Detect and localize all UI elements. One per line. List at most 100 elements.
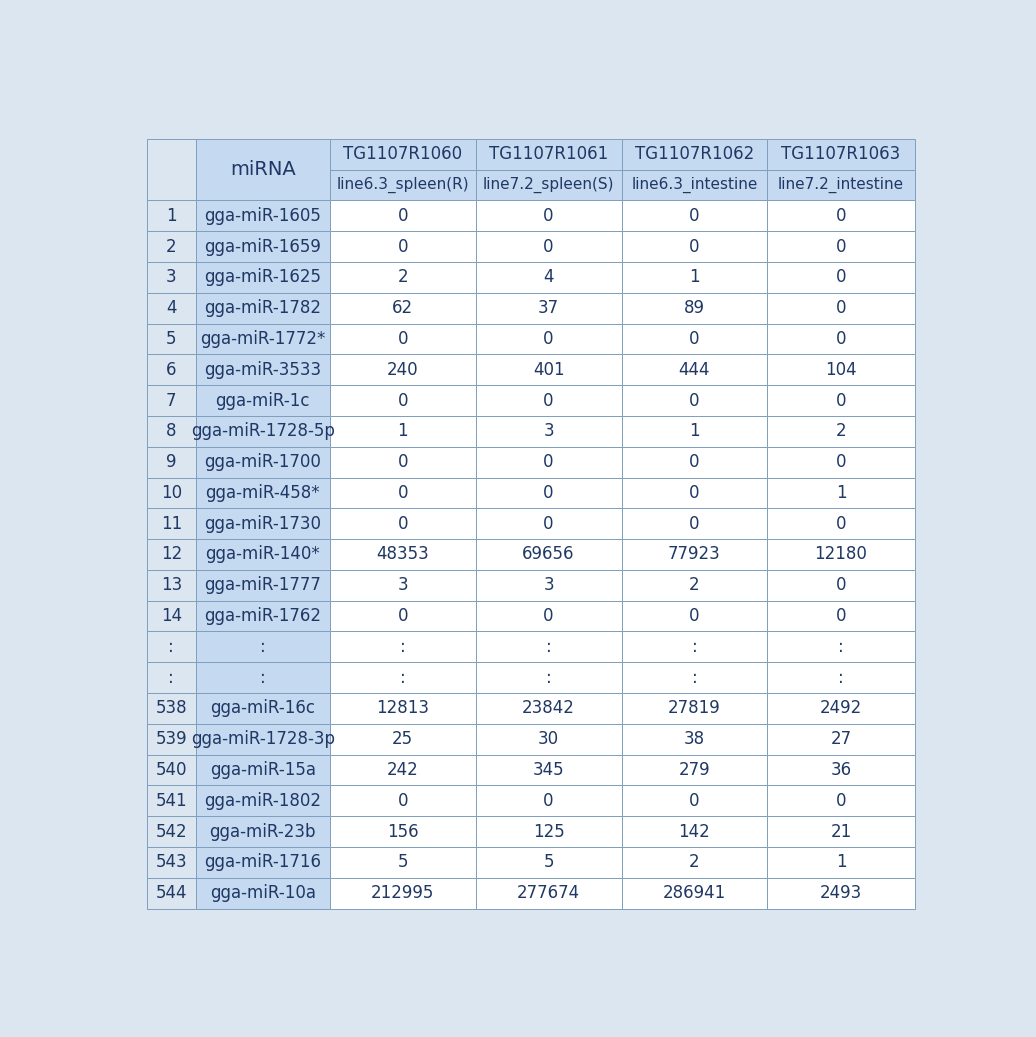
- Bar: [476, 539, 622, 570]
- Bar: [622, 847, 768, 877]
- Bar: [147, 785, 196, 816]
- Bar: [622, 755, 768, 785]
- Bar: [329, 632, 476, 663]
- Bar: [476, 139, 622, 170]
- Bar: [768, 724, 915, 755]
- Bar: [196, 663, 329, 693]
- Text: 539: 539: [155, 730, 188, 749]
- Bar: [476, 755, 622, 785]
- Bar: [476, 262, 622, 292]
- Text: 62: 62: [393, 299, 413, 317]
- Bar: [476, 724, 622, 755]
- Bar: [329, 755, 476, 785]
- Text: :: :: [546, 669, 551, 686]
- Bar: [329, 847, 476, 877]
- Text: 0: 0: [836, 206, 846, 225]
- Text: :: :: [692, 638, 697, 655]
- Bar: [196, 385, 329, 416]
- Bar: [768, 755, 915, 785]
- Text: 0: 0: [836, 607, 846, 625]
- Bar: [768, 847, 915, 877]
- Text: 14: 14: [161, 607, 182, 625]
- Bar: [476, 816, 622, 847]
- Bar: [196, 877, 329, 908]
- Bar: [147, 693, 196, 724]
- Bar: [329, 262, 476, 292]
- Bar: [196, 600, 329, 632]
- Text: 142: 142: [679, 822, 711, 841]
- Text: 21: 21: [831, 822, 852, 841]
- Text: :: :: [169, 669, 174, 686]
- Bar: [622, 663, 768, 693]
- Text: 1: 1: [836, 853, 846, 871]
- Bar: [147, 262, 196, 292]
- Bar: [622, 600, 768, 632]
- Bar: [622, 262, 768, 292]
- Bar: [329, 877, 476, 908]
- Text: 0: 0: [836, 514, 846, 533]
- Text: 30: 30: [538, 730, 559, 749]
- Bar: [329, 477, 476, 508]
- Bar: [147, 570, 196, 600]
- Bar: [329, 385, 476, 416]
- Bar: [622, 693, 768, 724]
- Text: 13: 13: [161, 577, 182, 594]
- Text: 2: 2: [689, 577, 699, 594]
- Bar: [196, 139, 329, 200]
- Text: 48353: 48353: [376, 545, 429, 563]
- Text: 279: 279: [679, 761, 711, 779]
- Bar: [768, 693, 915, 724]
- Bar: [147, 877, 196, 908]
- Text: gga-miR-23b: gga-miR-23b: [209, 822, 316, 841]
- Bar: [622, 508, 768, 539]
- Text: line7.2_intestine: line7.2_intestine: [778, 177, 904, 193]
- Bar: [476, 355, 622, 385]
- Text: 27819: 27819: [668, 699, 721, 718]
- Text: 4: 4: [543, 269, 554, 286]
- Bar: [196, 447, 329, 477]
- Text: 0: 0: [836, 392, 846, 410]
- Bar: [622, 355, 768, 385]
- Bar: [476, 663, 622, 693]
- Bar: [622, 385, 768, 416]
- Bar: [196, 292, 329, 324]
- Text: gga-miR-16c: gga-miR-16c: [210, 699, 315, 718]
- Text: 0: 0: [689, 453, 699, 471]
- Bar: [768, 200, 915, 231]
- Bar: [476, 847, 622, 877]
- Bar: [196, 477, 329, 508]
- Text: gga-miR-1772*: gga-miR-1772*: [200, 330, 325, 348]
- Text: 0: 0: [398, 607, 408, 625]
- Bar: [329, 693, 476, 724]
- Text: 401: 401: [533, 361, 565, 379]
- Bar: [768, 355, 915, 385]
- Bar: [622, 292, 768, 324]
- Text: 3: 3: [543, 422, 554, 441]
- Bar: [196, 632, 329, 663]
- Text: 242: 242: [386, 761, 419, 779]
- Bar: [768, 385, 915, 416]
- Text: 0: 0: [543, 484, 554, 502]
- Bar: [768, 877, 915, 908]
- Bar: [196, 847, 329, 877]
- Text: gga-miR-1802: gga-miR-1802: [204, 792, 321, 810]
- Bar: [329, 416, 476, 447]
- Text: 36: 36: [831, 761, 852, 779]
- Bar: [196, 693, 329, 724]
- Text: 1: 1: [398, 422, 408, 441]
- Bar: [768, 447, 915, 477]
- Bar: [329, 570, 476, 600]
- Bar: [147, 663, 196, 693]
- Bar: [622, 724, 768, 755]
- Text: TG1107R1060: TG1107R1060: [343, 145, 462, 163]
- Text: 38: 38: [684, 730, 706, 749]
- Text: 3: 3: [543, 577, 554, 594]
- Bar: [147, 355, 196, 385]
- Bar: [147, 539, 196, 570]
- Bar: [476, 385, 622, 416]
- Bar: [147, 231, 196, 262]
- Text: 0: 0: [543, 792, 554, 810]
- Bar: [476, 200, 622, 231]
- Bar: [768, 600, 915, 632]
- Text: 0: 0: [689, 392, 699, 410]
